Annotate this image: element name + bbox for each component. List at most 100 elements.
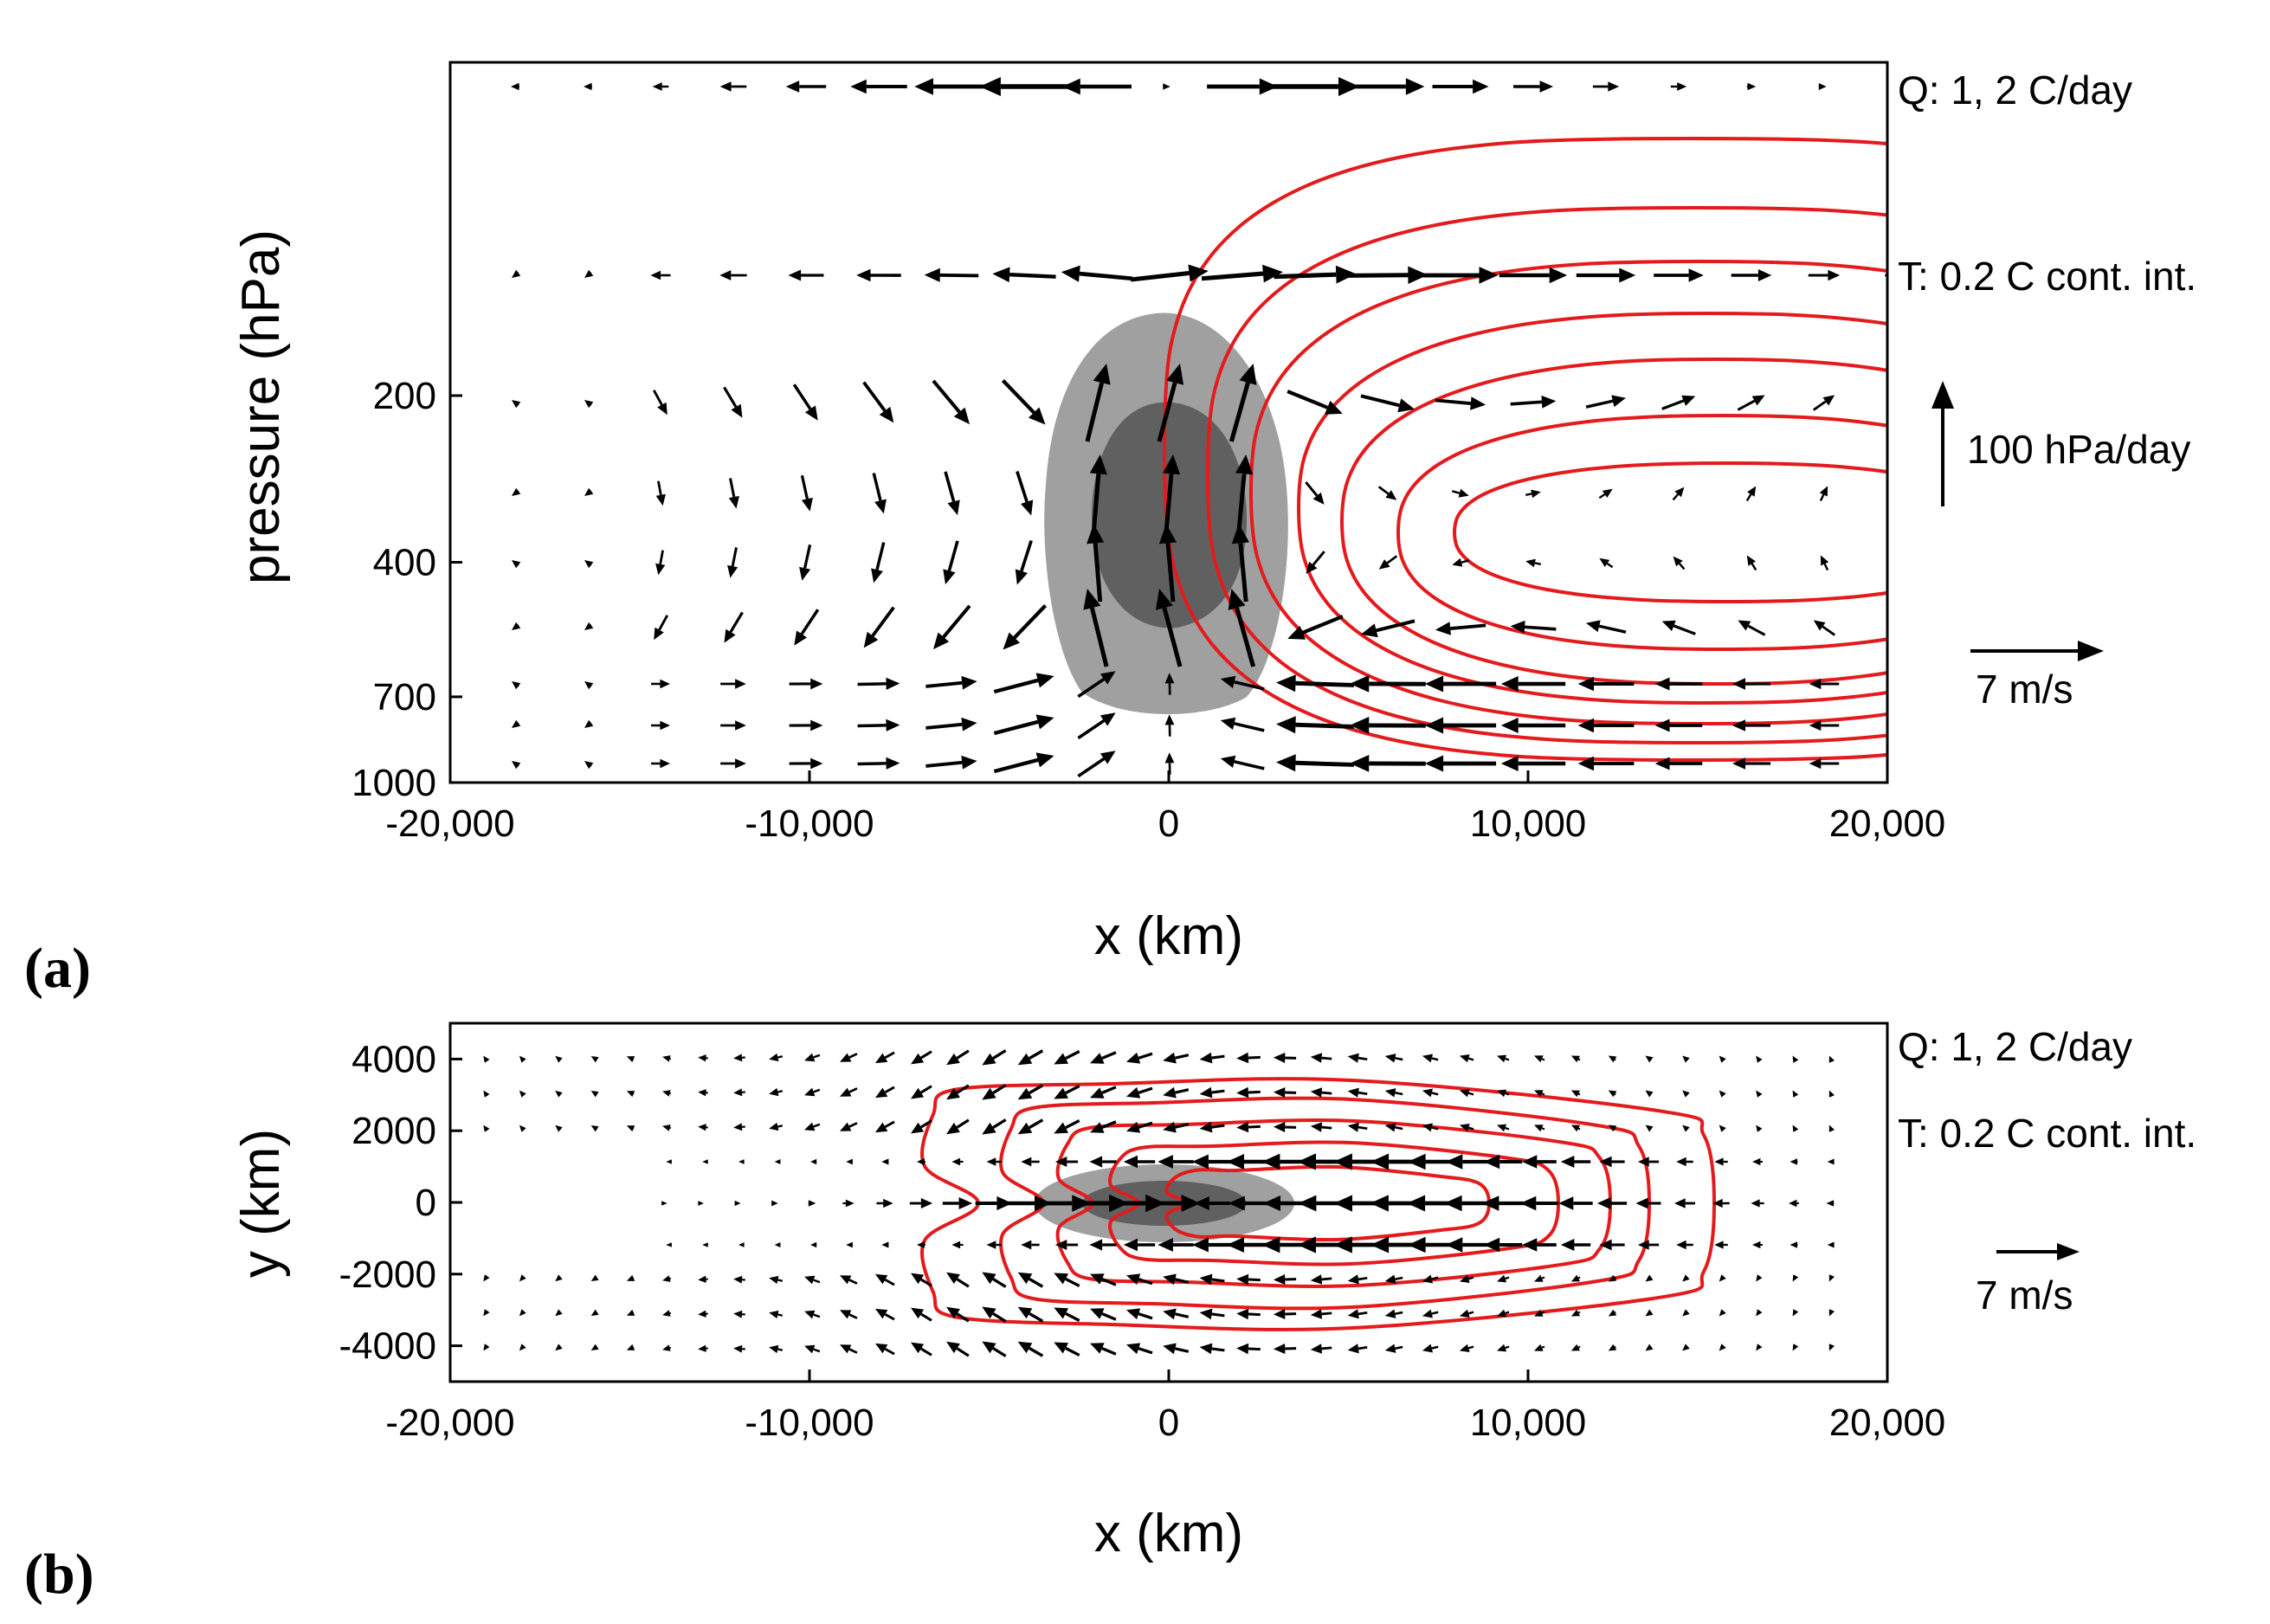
wind-vector bbox=[733, 1310, 745, 1318]
wind-vector bbox=[911, 1307, 932, 1322]
wind-vector bbox=[911, 1085, 932, 1099]
wind-vector bbox=[1500, 718, 1566, 733]
wind-vector bbox=[662, 1125, 672, 1131]
wind-vector bbox=[1276, 674, 1355, 693]
wind-vector bbox=[1809, 719, 1840, 731]
y-tick-label: 400 bbox=[373, 542, 436, 584]
wind-vector bbox=[876, 1198, 893, 1208]
wind-vector bbox=[1236, 1086, 1261, 1099]
wind-vector bbox=[1522, 1238, 1557, 1252]
y-tick-label: 0 bbox=[416, 1182, 436, 1224]
wind-vector bbox=[799, 544, 812, 581]
wind-vector bbox=[1661, 395, 1696, 410]
wind-vector bbox=[1756, 1344, 1763, 1351]
wind-vector bbox=[519, 1090, 526, 1098]
x-tick-label: -10,000 bbox=[745, 802, 874, 845]
x-tick-label: 0 bbox=[1158, 1402, 1179, 1444]
wind-vector bbox=[1164, 714, 1175, 737]
wind-vector bbox=[863, 606, 895, 648]
wind-vector bbox=[769, 1053, 784, 1062]
wind-vector bbox=[584, 681, 594, 690]
wind-vector bbox=[1719, 1055, 1726, 1063]
wind-vector bbox=[982, 1049, 1007, 1066]
wind-vector bbox=[1500, 676, 1566, 692]
wind-vector bbox=[1424, 717, 1497, 734]
wind-vector bbox=[951, 1157, 964, 1166]
wind-vector bbox=[662, 1055, 672, 1062]
wind-vector bbox=[1792, 1090, 1799, 1098]
wind-vector bbox=[804, 1310, 821, 1319]
wind-vector bbox=[1236, 1273, 1261, 1286]
wind-vector bbox=[1163, 454, 1181, 533]
wind-vector bbox=[519, 1055, 526, 1063]
wind-vector bbox=[1077, 671, 1116, 699]
wind-vector bbox=[1422, 1088, 1439, 1098]
wind-vector bbox=[1459, 1274, 1474, 1283]
wind-vector bbox=[655, 480, 666, 506]
wind-vector bbox=[924, 267, 979, 282]
wind-vector bbox=[840, 1122, 858, 1131]
wind-vector bbox=[1090, 1086, 1117, 1099]
wind-vector bbox=[857, 757, 900, 770]
panel-b-plot-area bbox=[483, 1049, 1835, 1357]
wind-vector bbox=[733, 1344, 745, 1353]
wind-vector bbox=[1599, 557, 1614, 569]
wind-vector bbox=[944, 471, 960, 516]
wind-vector bbox=[555, 1344, 563, 1351]
wind-vector bbox=[698, 1054, 708, 1062]
wind-vector bbox=[862, 381, 894, 423]
wind-vector bbox=[590, 1344, 599, 1350]
wind-vector bbox=[1424, 675, 1497, 693]
wind-vector bbox=[993, 673, 1054, 694]
wind-vector bbox=[666, 1159, 672, 1164]
wind-vector bbox=[1746, 555, 1757, 571]
wind-vector bbox=[1017, 1341, 1044, 1357]
wind-vector bbox=[857, 677, 900, 690]
wind-vector bbox=[1235, 454, 1254, 533]
wind-vector bbox=[1676, 1157, 1693, 1167]
wind-vector bbox=[1199, 1086, 1225, 1099]
temperature-contour-a bbox=[1162, 136, 1887, 763]
wind-vector bbox=[1017, 1272, 1044, 1288]
wind-vector bbox=[1017, 1306, 1044, 1323]
wind-vector bbox=[1432, 79, 1489, 94]
wind-vector bbox=[698, 1089, 708, 1097]
wind-vector bbox=[1654, 719, 1703, 732]
wind-vector bbox=[555, 1274, 563, 1282]
wind-vector bbox=[1310, 1053, 1332, 1063]
wind-vector bbox=[1287, 390, 1343, 415]
reference-vector-horizontal-b bbox=[1996, 1243, 2080, 1260]
wind-vector bbox=[1276, 754, 1355, 772]
wind-vector bbox=[738, 1242, 745, 1247]
wind-vector bbox=[651, 720, 670, 731]
wind-vector bbox=[1510, 395, 1557, 409]
wind-vector bbox=[1608, 1125, 1617, 1132]
wind-vector bbox=[1089, 1156, 1117, 1168]
wind-vector bbox=[992, 267, 1056, 283]
wind-vector bbox=[1087, 524, 1105, 603]
wind-vector bbox=[1126, 1273, 1153, 1286]
wind-vector bbox=[1126, 1121, 1153, 1133]
wind-vector bbox=[1525, 489, 1541, 499]
wind-vector bbox=[1886, 763, 1887, 764]
wind-vector bbox=[1497, 1089, 1510, 1098]
wind-vector bbox=[933, 604, 971, 650]
wind-vector bbox=[483, 1055, 490, 1063]
wind-vector bbox=[1592, 81, 1620, 92]
wind-vector bbox=[1560, 1156, 1591, 1168]
wind-vector bbox=[846, 1158, 853, 1165]
wind-vector bbox=[1228, 589, 1256, 667]
wind-vector bbox=[1756, 1125, 1763, 1132]
wind-vector bbox=[774, 1159, 781, 1164]
wind-vector bbox=[1719, 1344, 1726, 1351]
wind-vector bbox=[1021, 1240, 1040, 1250]
wind-vector bbox=[1792, 1309, 1799, 1317]
wind-vector bbox=[584, 487, 594, 496]
wind-vector bbox=[662, 1310, 672, 1317]
wind-vector bbox=[1287, 615, 1344, 640]
wind-vector bbox=[789, 719, 823, 731]
wind-vector bbox=[946, 1118, 970, 1135]
wind-vector bbox=[1384, 1344, 1403, 1353]
wind-vector bbox=[1577, 676, 1635, 692]
